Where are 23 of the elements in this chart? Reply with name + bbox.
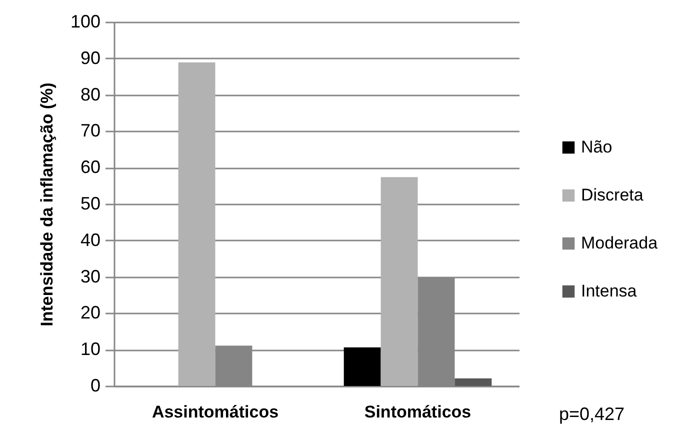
bar (344, 347, 381, 386)
bar (380, 177, 418, 386)
y-tick-label: 20 (80, 302, 100, 323)
y-tick-label: 100 (70, 12, 100, 32)
y-tick-label: 10 (80, 339, 100, 360)
y-tick-label: 80 (80, 84, 100, 104)
legend-label: Intensa (581, 282, 638, 300)
y-tick-label: 50 (80, 194, 100, 214)
x-tick-label: Assintomáticos (152, 402, 279, 422)
y-tick-label: 30 (80, 266, 100, 286)
y-tick-label: 0 (90, 376, 100, 396)
y-tick-label: 70 (80, 120, 100, 141)
bar (178, 62, 216, 386)
text: p=0,427 (559, 404, 625, 424)
bar (454, 378, 492, 386)
y-tick-label: 40 (80, 230, 100, 250)
y-tick-label: 60 (80, 157, 100, 178)
legend-label: Moderada (581, 234, 658, 252)
legend-label: Não (581, 138, 612, 156)
x-tick-label: Sintomáticos (364, 402, 472, 422)
legend-label: Discreta (581, 186, 644, 204)
y-tick-label: 90 (80, 48, 100, 68)
y-axis-title: Intensidade da inflamação (%) (37, 82, 56, 326)
